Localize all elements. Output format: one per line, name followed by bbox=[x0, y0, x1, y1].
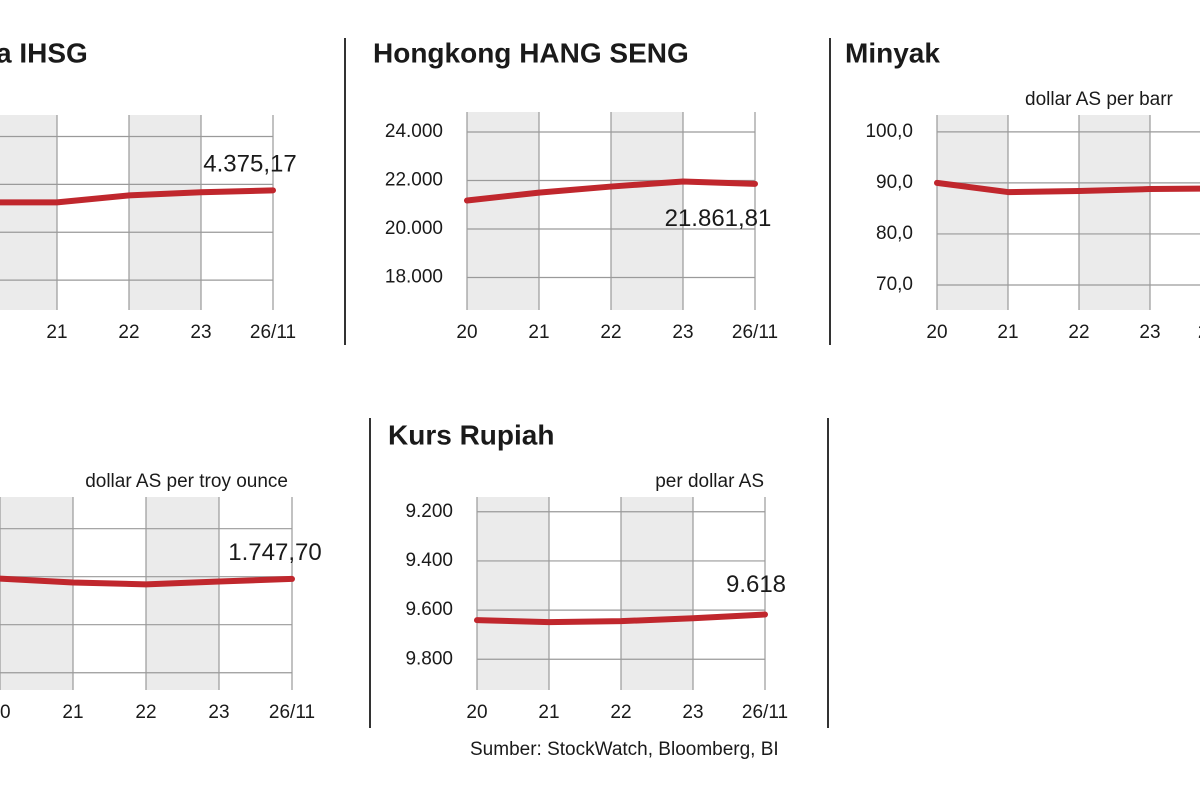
y-tick-label: 9.800 bbox=[405, 648, 453, 669]
shade-band bbox=[937, 115, 1008, 310]
x-tick-label: 21 bbox=[46, 322, 67, 343]
line bbox=[464, 178, 758, 204]
value-label: 1.747,70 bbox=[228, 539, 321, 566]
x-tick-label: 26/11 bbox=[732, 322, 778, 343]
x-tick-label: 23 bbox=[208, 702, 229, 723]
y-tick-label: 9.200 bbox=[405, 501, 453, 522]
y-tick-label: 100,0 bbox=[865, 121, 913, 142]
shade-band bbox=[1079, 115, 1150, 310]
x-tick-label: 20 bbox=[926, 322, 947, 343]
chart-title: Kurs Rupiah bbox=[388, 419, 554, 450]
line bbox=[0, 187, 276, 206]
x-tick-label: 22 bbox=[1068, 322, 1089, 343]
chart-title: Hongkong HANG SENG bbox=[373, 37, 689, 68]
x-tick-label: 23 bbox=[682, 702, 703, 723]
x-tick-label: 20 bbox=[456, 322, 477, 343]
x-tick-label: 21 bbox=[528, 322, 549, 343]
shade-band bbox=[467, 112, 539, 310]
line bbox=[934, 179, 1200, 196]
y-tick-label: 20.000 bbox=[385, 218, 443, 239]
value-label: 21.861,81 bbox=[665, 205, 772, 232]
shade-band bbox=[621, 497, 693, 690]
chart-title: Minyak bbox=[845, 37, 940, 68]
line bbox=[0, 575, 295, 588]
x-tick-label: 20 bbox=[466, 702, 487, 723]
shade-band bbox=[0, 497, 73, 690]
value-label: 4.375,17 bbox=[203, 151, 296, 178]
line bbox=[474, 611, 768, 626]
y-tick-label: 90,0 bbox=[876, 172, 913, 193]
x-tick-label: 26/11 bbox=[1198, 322, 1200, 343]
separators bbox=[344, 38, 831, 728]
x-tick-label: 26/11 bbox=[269, 702, 315, 723]
x-tick-label: 21 bbox=[997, 322, 1018, 343]
x-tick-label: 23 bbox=[190, 322, 211, 343]
value-label: 9.618 bbox=[726, 571, 786, 598]
shade-band bbox=[477, 497, 549, 690]
y-tick-label: 22.000 bbox=[385, 170, 443, 191]
chart-subtitle: dollar AS per barr bbox=[1025, 89, 1174, 110]
x-tick-label: 22 bbox=[600, 322, 621, 343]
y-tick-label: 80,0 bbox=[876, 223, 913, 244]
chart-subtitle: dollar AS per troy ounce bbox=[85, 471, 288, 492]
x-tick-label: 22 bbox=[610, 702, 631, 723]
y-tick-label: 9.400 bbox=[405, 550, 453, 571]
x-tick-label: 21 bbox=[538, 702, 559, 723]
x-tick-label: 22 bbox=[135, 702, 156, 723]
x-tick-label: 26/11 bbox=[742, 702, 788, 723]
x-tick-label: 23 bbox=[672, 322, 693, 343]
x-tick-label: 23 bbox=[1139, 322, 1160, 343]
y-tick-label: 9.600 bbox=[405, 599, 453, 620]
y-tick-label: 70,0 bbox=[876, 274, 913, 295]
y-tick-label: 18.000 bbox=[385, 267, 443, 288]
x-tick-label: 26/11 bbox=[250, 322, 296, 343]
x-tick-label: 21 bbox=[62, 702, 83, 723]
x-tick-label: 20 bbox=[0, 702, 11, 723]
x-tick-label: 22 bbox=[118, 322, 139, 343]
chart-title: a IHSG bbox=[0, 37, 88, 68]
shade-band bbox=[0, 115, 57, 310]
chart-subtitle: per dollar AS bbox=[655, 471, 764, 492]
y-tick-label: 24.000 bbox=[385, 121, 443, 142]
shade-band bbox=[146, 497, 219, 690]
shade-band bbox=[129, 115, 201, 310]
source: Sumber: StockWatch, Bloomberg, BI bbox=[470, 739, 779, 760]
